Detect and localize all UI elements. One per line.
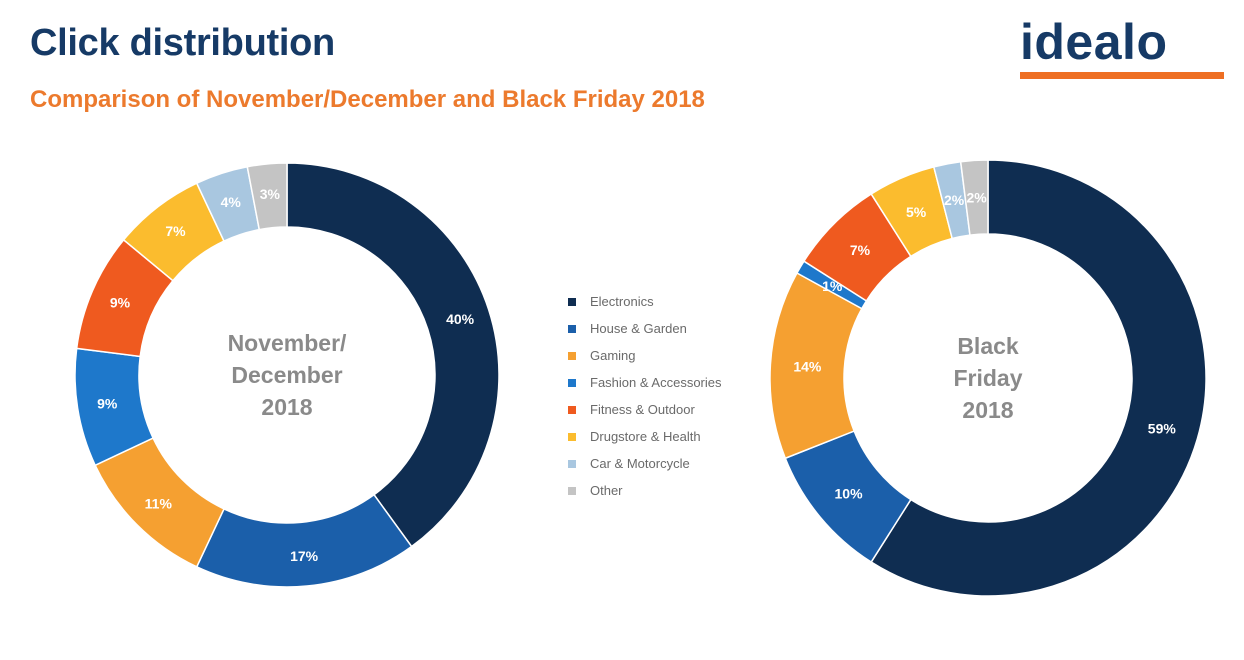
slice-label-electronics: 40%: [446, 311, 475, 327]
legend-swatch: [568, 297, 576, 306]
slice-label-other: 3%: [260, 186, 281, 202]
legend-label: Drugstore & Health: [590, 429, 701, 444]
legend-label: Gaming: [590, 348, 636, 363]
legend-item-fitness-and-outdoor: Fitness & Outdoor: [568, 396, 722, 423]
page-title: Click distribution: [30, 22, 335, 64]
center-label-line: Friday: [953, 365, 1022, 391]
slice-label-drugstore-and-health: 7%: [165, 223, 186, 239]
legend-swatch: [568, 432, 576, 441]
slice-electronics: [286, 162, 500, 548]
legend-swatch: [568, 324, 576, 333]
legend-label: House & Garden: [590, 321, 687, 336]
legend-swatch: [568, 378, 576, 387]
legend-item-electronics: Electronics: [568, 288, 722, 315]
legend-label: Fitness & Outdoor: [590, 402, 695, 417]
slice-label-electronics: 59%: [1148, 420, 1177, 436]
slice-house-and-garden: [195, 493, 413, 588]
slice-other: [959, 159, 989, 236]
legend-swatch: [568, 405, 576, 414]
page-subtitle: Comparison of November/December and Blac…: [30, 86, 705, 113]
logo-underline: [1020, 72, 1224, 79]
slice-label-fashion-and-accessories: 9%: [97, 395, 118, 411]
legend-item-house-and-garden: House & Garden: [568, 315, 722, 342]
legend-label: Electronics: [590, 294, 654, 309]
legend-swatch: [568, 351, 576, 360]
slice-label-fitness-and-outdoor: 7%: [850, 242, 871, 258]
legend-label: Other: [590, 483, 623, 498]
center-label-line: 2018: [261, 394, 312, 420]
center-label-line: December: [231, 362, 342, 388]
slice-other: [246, 162, 288, 231]
chart-legend: Electronics House & Garden Gaming Fashion &…: [568, 288, 722, 504]
slice-label-fitness-and-outdoor: 9%: [110, 295, 131, 311]
donut-chart-november-december: 40% 17% 11% 9% 9% 7% 4% 3% November/December 2018: [74, 162, 500, 588]
legend-swatch: [568, 486, 576, 495]
slice-label-drugstore-and-health: 5%: [906, 204, 927, 220]
legend-item-other: Other: [568, 477, 722, 504]
legend-swatch: [568, 459, 576, 468]
center-label-line: November/: [228, 330, 347, 356]
idealo-logo: idealo: [1020, 14, 1226, 84]
center-label-line: 2018: [962, 397, 1013, 423]
legend-item-fashion-and-accessories: Fashion & Accessories: [568, 369, 722, 396]
slice-label-house-and-garden: 17%: [290, 548, 319, 564]
slice-label-car-and-motorcycle: 4%: [221, 194, 242, 210]
slice-label-car-and-motorcycle: 2%: [944, 192, 965, 208]
legend-item-car-and-motorcycle: Car & Motorcycle: [568, 450, 722, 477]
legend-item-gaming: Gaming: [568, 342, 722, 369]
slice-electronics: [870, 159, 1207, 597]
slice-label-house-and-garden: 10%: [835, 485, 864, 501]
slice-label-gaming: 11%: [145, 496, 173, 512]
logo-text: idealo: [1020, 14, 1168, 70]
legend-label: Car & Motorcycle: [590, 456, 690, 471]
slice-label-other: 2%: [967, 189, 988, 205]
legend-label: Fashion & Accessories: [590, 375, 722, 390]
legend-item-drugstore-and-health: Drugstore & Health: [568, 423, 722, 450]
slice-label-gaming: 14%: [793, 359, 822, 375]
center-label-line: Black: [957, 333, 1019, 359]
